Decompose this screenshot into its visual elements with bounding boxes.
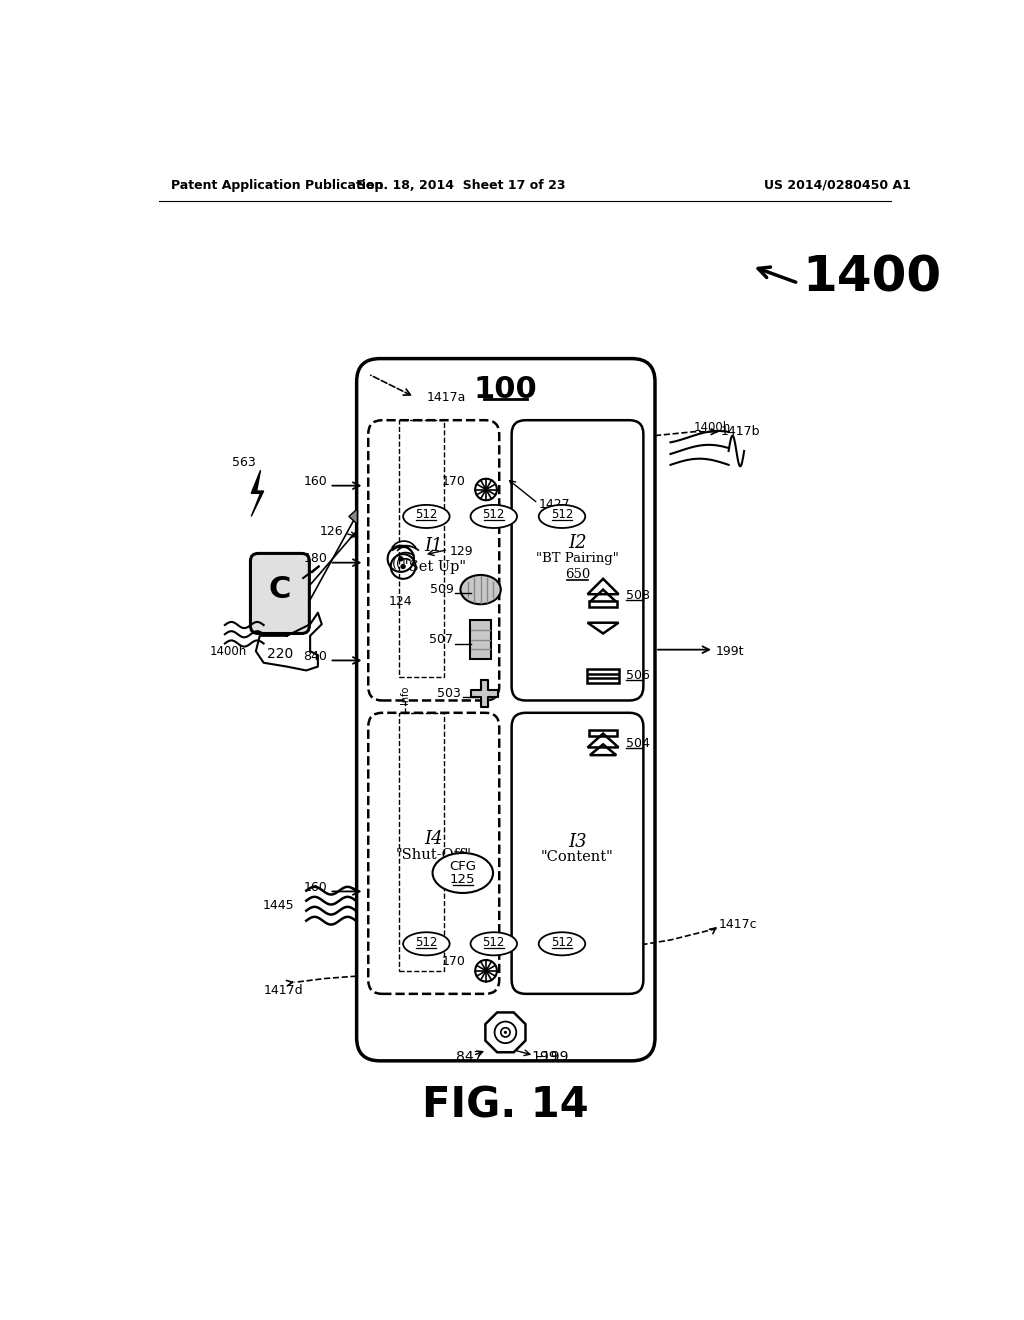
- Text: 129: 129: [450, 545, 473, 557]
- Text: US 2014/0280450 A1: US 2014/0280450 A1: [764, 178, 910, 191]
- Ellipse shape: [461, 576, 501, 605]
- Text: 512: 512: [551, 936, 573, 949]
- Bar: [589, 730, 617, 737]
- Ellipse shape: [471, 932, 517, 956]
- Text: I3: I3: [568, 833, 587, 851]
- Text: 512: 512: [415, 508, 437, 521]
- Polygon shape: [251, 470, 263, 516]
- Text: 124: 124: [389, 594, 413, 607]
- Text: 1417d: 1417d: [263, 983, 303, 997]
- Ellipse shape: [403, 932, 450, 956]
- Ellipse shape: [471, 506, 517, 528]
- Bar: [587, 669, 620, 682]
- Ellipse shape: [403, 506, 450, 528]
- Text: 220: 220: [267, 647, 293, 660]
- Circle shape: [504, 1031, 507, 1034]
- Text: 1417b: 1417b: [721, 425, 761, 438]
- Polygon shape: [471, 680, 499, 708]
- Text: FIG. 14: FIG. 14: [422, 1085, 589, 1126]
- Text: 650: 650: [565, 568, 590, 581]
- FancyBboxPatch shape: [251, 553, 309, 634]
- Text: "Set Up": "Set Up": [401, 560, 466, 573]
- Text: 847: 847: [456, 1049, 482, 1064]
- Text: 1400h: 1400h: [693, 421, 731, 434]
- Text: 840: 840: [303, 649, 328, 663]
- Text: Info: Info: [399, 686, 410, 705]
- Text: 160: 160: [304, 475, 328, 488]
- FancyBboxPatch shape: [512, 713, 643, 994]
- Text: –199: –199: [535, 1049, 568, 1064]
- Text: "BT Pairing": "BT Pairing": [537, 552, 618, 565]
- Text: 160: 160: [304, 880, 328, 894]
- Text: "Shut-Off": "Shut-Off": [395, 847, 472, 862]
- Ellipse shape: [539, 506, 586, 528]
- Text: "Content": "Content": [541, 850, 613, 865]
- Text: C: C: [268, 576, 291, 605]
- FancyBboxPatch shape: [512, 420, 643, 701]
- Text: 199: 199: [531, 1049, 558, 1064]
- Text: 170: 170: [442, 475, 466, 488]
- FancyBboxPatch shape: [369, 713, 500, 994]
- Text: 1445: 1445: [263, 899, 295, 912]
- Text: 512: 512: [482, 508, 505, 521]
- Text: 125: 125: [451, 873, 475, 886]
- Text: 126: 126: [321, 525, 344, 539]
- Text: 508: 508: [627, 589, 650, 602]
- Text: 512: 512: [415, 936, 437, 949]
- Text: Sep. 18, 2014  Sheet 17 of 23: Sep. 18, 2014 Sheet 17 of 23: [357, 178, 565, 191]
- Text: ((: ((: [392, 558, 401, 572]
- Text: 512: 512: [551, 508, 573, 521]
- Text: 170: 170: [442, 954, 466, 968]
- Text: 199t: 199t: [716, 644, 744, 657]
- Text: 506: 506: [627, 669, 650, 682]
- Polygon shape: [349, 508, 357, 524]
- Text: 1417c: 1417c: [719, 917, 757, 931]
- Text: 512: 512: [482, 936, 505, 949]
- Text: 1400h: 1400h: [210, 644, 248, 657]
- Circle shape: [398, 556, 403, 561]
- Text: I1: I1: [424, 537, 443, 556]
- Text: 1417a: 1417a: [426, 391, 466, 404]
- Text: CFG: CFG: [450, 859, 476, 873]
- Ellipse shape: [539, 932, 586, 956]
- Text: 503: 503: [437, 686, 461, 700]
- Text: I2: I2: [568, 535, 587, 552]
- Bar: [589, 601, 617, 607]
- Bar: [470, 620, 492, 659]
- FancyBboxPatch shape: [356, 359, 655, 1061]
- Text: Patent Application Publication: Patent Application Publication: [171, 178, 383, 191]
- Text: 504: 504: [627, 737, 650, 750]
- Ellipse shape: [432, 853, 493, 892]
- Text: 100: 100: [473, 375, 538, 404]
- Text: 507: 507: [429, 634, 454, 647]
- FancyBboxPatch shape: [369, 420, 500, 701]
- Text: I4: I4: [424, 830, 443, 849]
- Circle shape: [400, 564, 406, 569]
- Text: 563: 563: [232, 455, 256, 469]
- Text: 509: 509: [430, 583, 454, 597]
- Text: 1400: 1400: [802, 253, 941, 302]
- Text: 1427: 1427: [539, 499, 570, 511]
- Text: 180: 180: [303, 552, 328, 565]
